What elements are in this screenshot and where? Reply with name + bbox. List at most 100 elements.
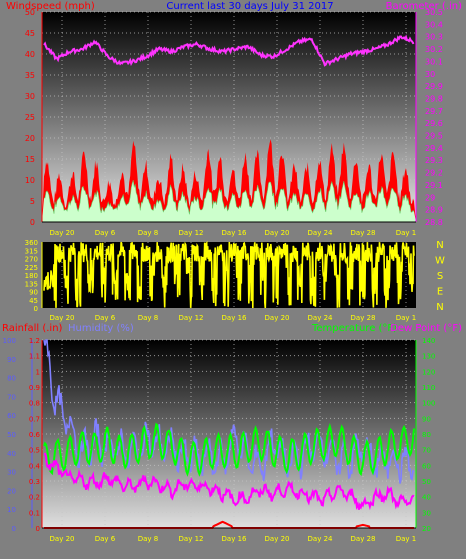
windspeed-tick-label: 5 [30,197,35,206]
humidity-tick-label: 30 [7,469,16,477]
rainfall-tick-label: 0 [36,525,40,533]
direction-tick-label: 0 [34,305,38,313]
humidity-tick-label: 20 [7,487,16,495]
barometer-tick-label: 29.8 [425,94,443,103]
barometer-tick-label: 28.8 [425,218,443,227]
temperature-tick-label: 40 [422,494,431,502]
barometer-tick-label: 29.7 [425,107,443,116]
windspeed-tick-label: 45 [25,29,35,38]
temperature-tick-label: 90 [422,415,431,423]
barometer-tick-label: 30.3 [425,33,443,42]
x-tick-label: Day 28 [351,229,376,237]
x-tick-label: Day 16 [222,229,248,237]
direction-series [43,240,415,309]
x-tick-label: Day 1 [396,229,417,237]
x-tick-label: Day 8 [138,229,159,237]
windspeed-tick-label: 10 [25,176,35,185]
humidity-axis-title: Humidity (%) [68,323,134,334]
x-tick-label: Day 20 [265,535,290,543]
temperature-axis-title: Temperature (°F) [311,323,397,334]
humidity-tick-label: 60 [7,412,16,420]
direction-tick-label: 45 [29,297,38,305]
barometer-tick-label: 30 [425,70,435,79]
x-tick-label: Day 20 [265,229,290,237]
rainfall-tick-label: 0.6 [29,431,41,439]
barometer-tick-label: 29.1 [425,181,443,190]
direction-letter-label: W [435,256,445,267]
temperature-tick-label: 140 [422,337,435,345]
windspeed-series [42,139,416,222]
x-tick-label: Day 12 [179,314,204,322]
x-tick-label: Day 6 [95,314,116,322]
direction-tick-label: 225 [25,264,38,272]
x-tick-label: Day 12 [179,229,204,237]
x-tick-label: Day 24 [308,229,334,237]
temperature-tick-label: 110 [422,384,435,392]
x-tick-label: Day 20 [265,314,290,322]
windspeed-avg-line [43,180,415,215]
barometer-tick-label: 29.9 [425,82,443,91]
temperature-tick-label: 50 [422,478,431,486]
windspeed-tick-label: 15 [25,155,35,164]
rainfall-tick-label: 0.2 [29,494,40,502]
dewpoint-axis-title: Dew Point (°F) [390,323,462,334]
rainfall-tick-label: 0.8 [29,400,40,408]
bottom-plot-frame [31,340,417,529]
barometer-tick-label: 29.5 [425,132,443,141]
x-tick-label: Day 24 [308,535,334,543]
humidity-line [43,339,415,484]
x-tick-label: Day 16 [222,535,248,543]
barometer-tick-label: 28.9 [425,206,443,215]
humidity-tick-label: 80 [7,375,16,383]
barometer-line [43,34,415,67]
direction-tick-label: 135 [25,280,38,288]
x-tick-label: Day 8 [138,314,159,322]
barometer-series [43,34,415,67]
temperature-tick-label: 130 [422,353,435,361]
x-tick-label: Day 6 [95,229,116,237]
barometer-tick-label: 30.4 [425,20,443,29]
humidity-tick-label: 0 [12,525,16,533]
x-tick-label: Day 24 [308,314,334,322]
humidity-tick-label: 90 [7,356,16,364]
rainfall-tick-label: 0.1 [29,509,40,517]
rainfall-tick-label: 0.7 [29,415,40,423]
x-tick-label: Day 12 [179,535,204,543]
rainfall-tick-label: 0.9 [29,384,40,392]
windspeed-tick-label: 30 [25,92,35,101]
rainfall-tick-label: 1 [36,368,40,376]
direction-letter-label: N [436,302,443,313]
direction-letter-label: E [437,287,443,298]
x-tick-label: Day 20 [50,314,75,322]
barometer-tick-label: 29.4 [425,144,443,153]
x-tick-label: Day 6 [95,535,116,543]
x-tick-label: Day 28 [351,314,376,322]
barometer-tick-label: 29.2 [425,169,443,178]
windspeed-tick-label: 35 [25,71,35,80]
windspeed-axis-title: Windspeed (mph) [6,1,95,12]
barometer-tick-label: 29.3 [425,156,443,165]
windspeed-tick-label: 40 [25,50,35,59]
direction-tick-label: 270 [25,256,38,264]
windspeed-tick-label: 0 [30,218,35,227]
humidity-tick-label: 10 [7,506,16,514]
x-tick-label: Day 28 [351,535,376,543]
barometer-tick-label: 29.6 [425,119,443,128]
x-tick-label: Day 16 [222,314,248,322]
direction-tick-label: 90 [29,289,38,297]
barometer-tick-label: 29 [425,193,435,202]
rainfall-tick-label: 0.5 [29,447,40,455]
direction-letter-label: S [437,271,443,282]
rainfall-tick-label: 1.1 [29,353,40,361]
temperature-tick-label: 30 [422,509,431,517]
direction-tick-label: 180 [25,272,38,280]
barometer-tick-label: 30.2 [425,45,443,54]
temperature-line [43,422,415,477]
barometer-axis-title: Barometer (.in) [386,1,462,12]
axis-ticks: 0510152025303540455028.828.92929.129.229… [3,8,445,543]
windspeed-avg-area [42,180,416,222]
windspeed-tick-label: 25 [25,113,35,122]
rainfall-tick-label: 0.3 [29,478,40,486]
